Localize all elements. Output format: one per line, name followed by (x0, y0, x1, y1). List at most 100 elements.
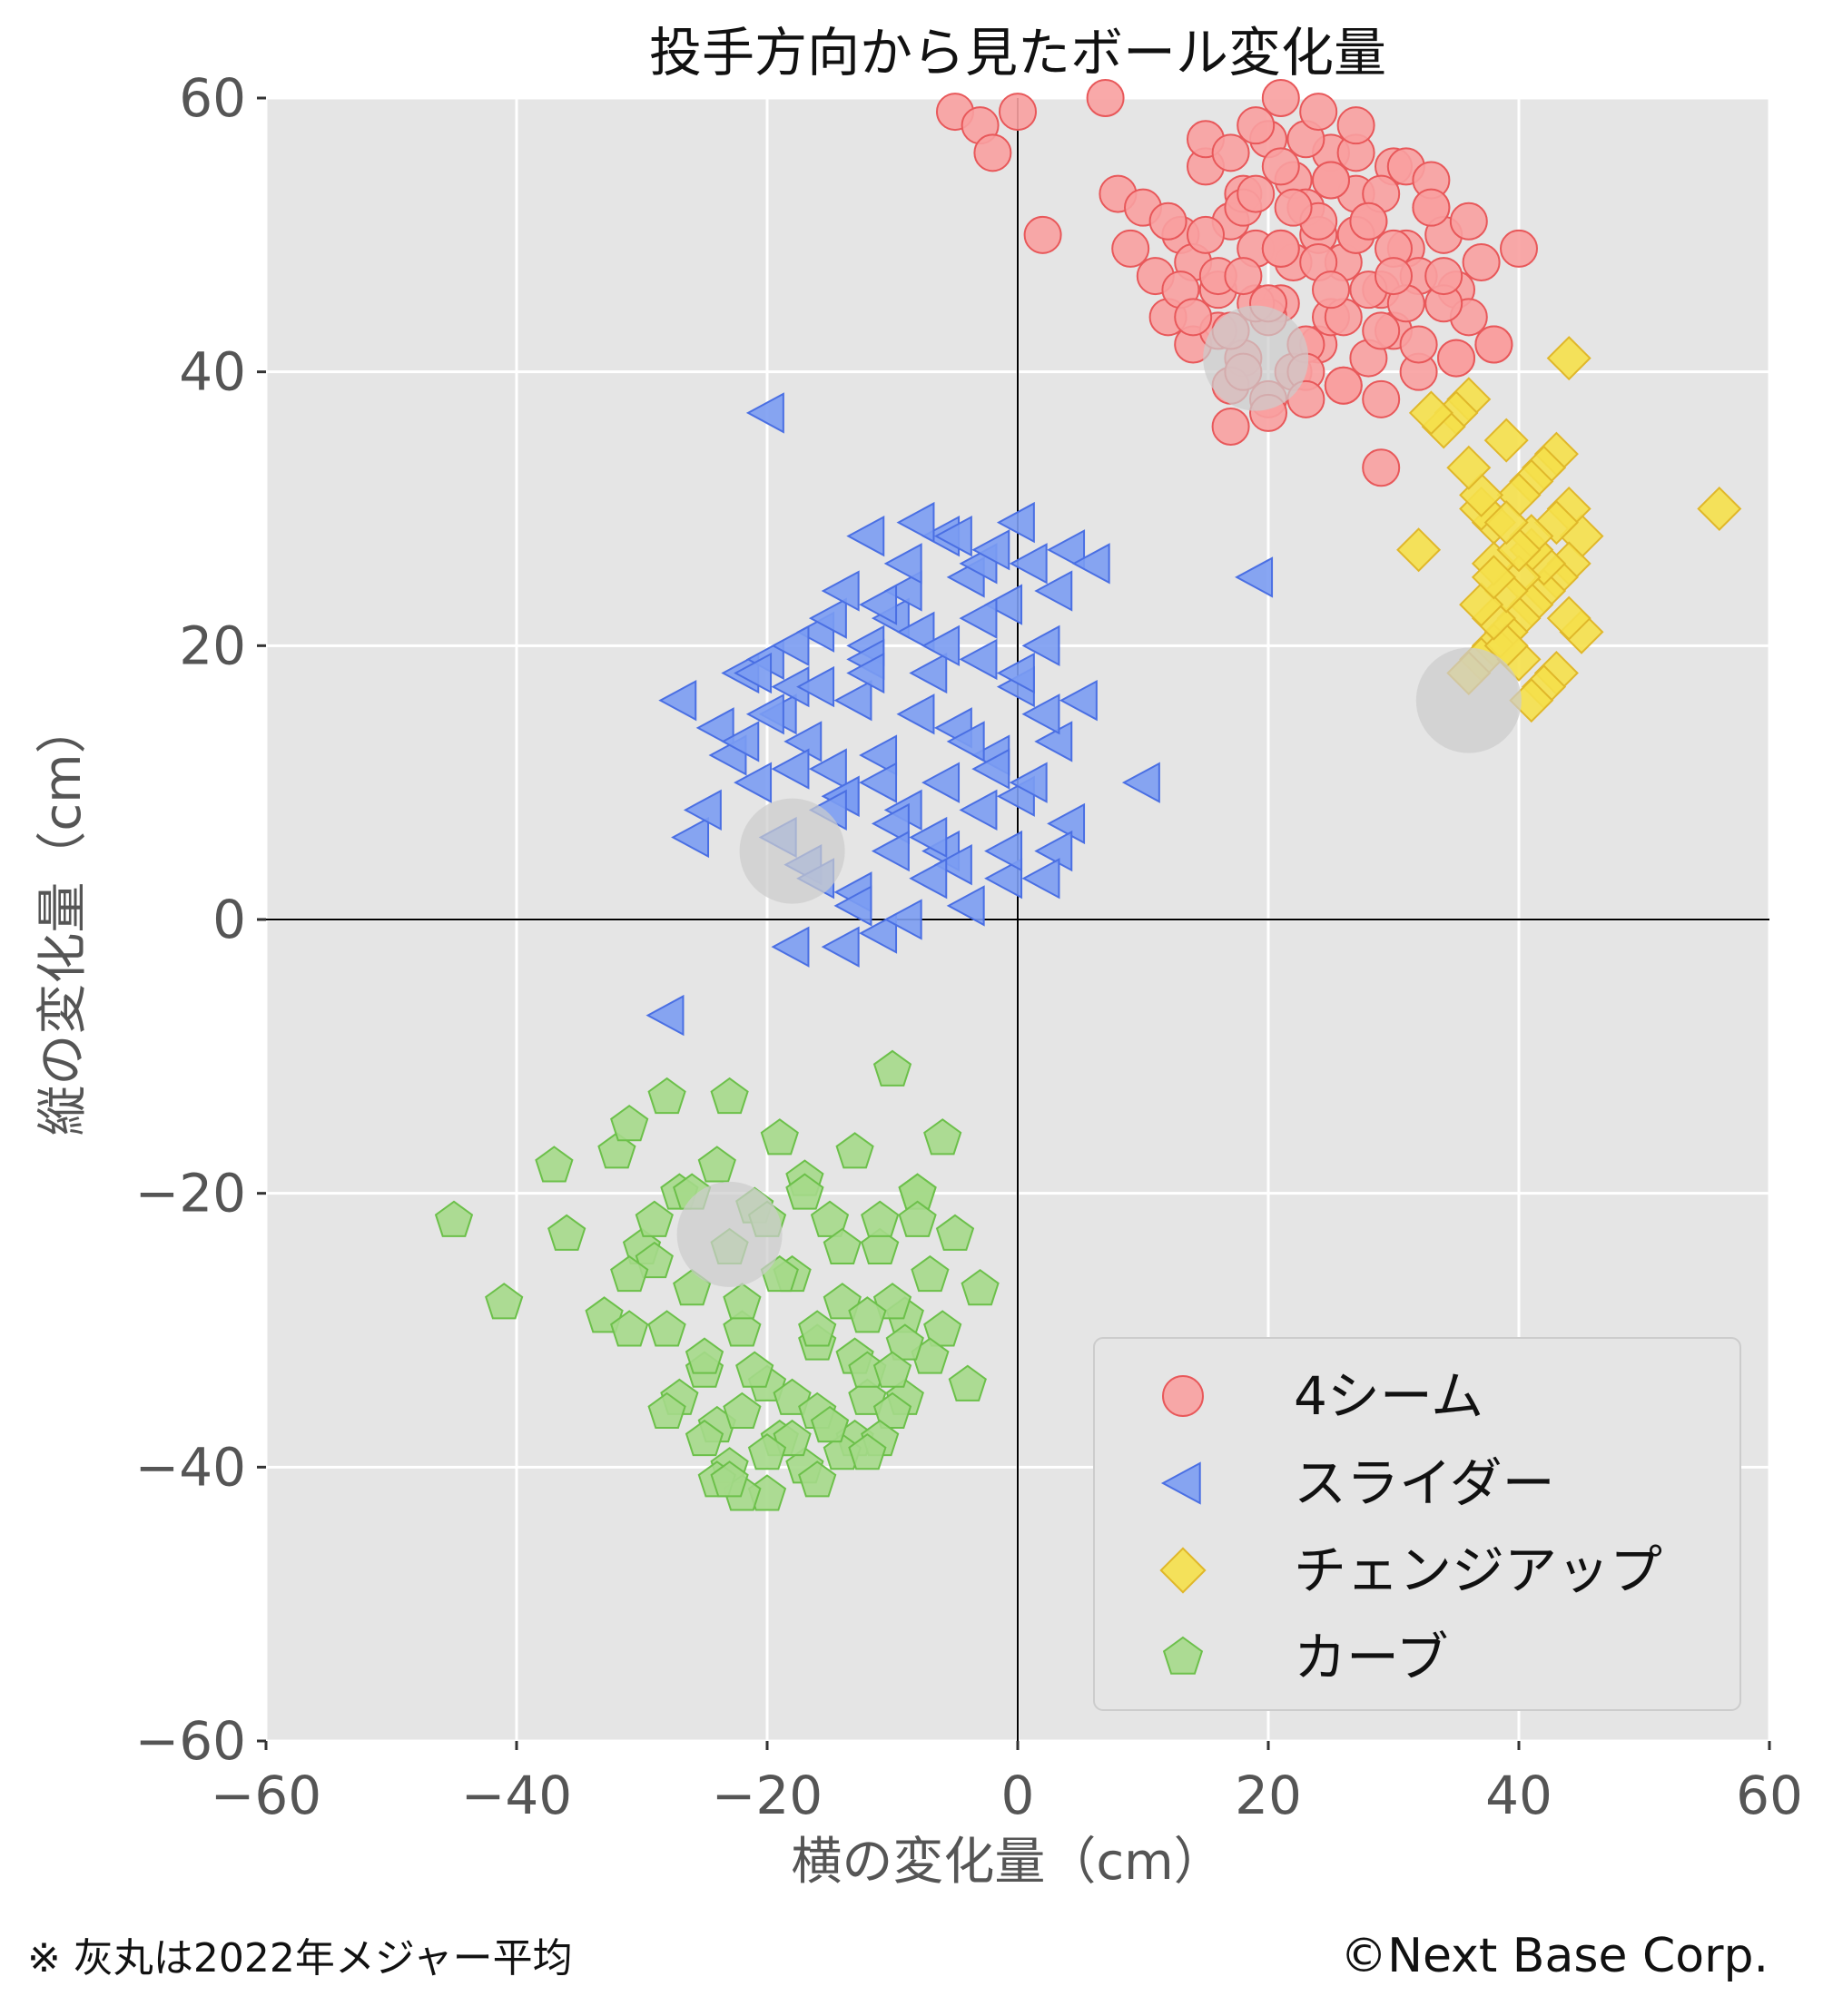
data-point (885, 1323, 924, 1361)
zero-axis-lines (266, 98, 1769, 1741)
y-axis-label: 縦の変化量（cm） (34, 703, 93, 1136)
data-point (1500, 229, 1538, 268)
data-point (896, 611, 935, 653)
average-marker (1203, 305, 1309, 411)
data-point (971, 529, 1010, 571)
data-point (1111, 229, 1150, 268)
data-point (1009, 762, 1048, 803)
data-point (1408, 390, 1453, 436)
data-point (1446, 445, 1492, 490)
data-point (745, 392, 784, 434)
data-point (1349, 202, 1388, 241)
data-point (859, 734, 898, 776)
average-marker (676, 1181, 783, 1287)
data-point (1021, 624, 1060, 667)
data-point (1071, 543, 1110, 585)
data-point (683, 789, 722, 831)
data-point (984, 858, 1023, 900)
data-point (610, 1105, 649, 1142)
data-point (771, 926, 810, 968)
y-tick-label: 0 (212, 889, 246, 950)
data-point (961, 1269, 1000, 1306)
data-point (821, 570, 860, 612)
data-point (760, 1118, 799, 1156)
data-point (1187, 215, 1225, 254)
data-point (810, 1200, 850, 1237)
data-point (883, 570, 922, 612)
data-point (872, 1049, 912, 1087)
data-point (610, 1310, 649, 1347)
data-point (635, 1200, 674, 1237)
x-tick-label: 60 (1736, 1765, 1803, 1826)
average-markers (676, 305, 1522, 1287)
data-point (946, 885, 985, 927)
x-tick-label: 0 (1001, 1765, 1035, 1826)
y-tick-label: −60 (135, 1710, 246, 1772)
x-tick-label: −20 (712, 1765, 823, 1826)
data-point (1047, 802, 1086, 845)
data-point (1034, 830, 1073, 872)
data-point (1471, 555, 1516, 600)
legend-marker (1162, 1636, 1204, 1675)
data-point (861, 1227, 900, 1264)
data-point (798, 1460, 837, 1498)
data-point (1086, 79, 1125, 117)
data-point (434, 1200, 474, 1237)
legend-label: カーブ (1294, 1627, 1449, 1688)
legend-marker (1160, 1461, 1201, 1505)
data-point (984, 584, 1023, 625)
series-pentagon (434, 1049, 1000, 1511)
y-tick-label: −40 (135, 1436, 246, 1498)
data-point (735, 1351, 774, 1388)
data-point (933, 843, 972, 886)
data-point (921, 762, 961, 803)
data-point (1047, 529, 1086, 571)
data-point (872, 1351, 912, 1388)
data-point (808, 597, 847, 639)
data-point (1483, 418, 1529, 463)
data-point (798, 1310, 837, 1347)
data-point (1546, 595, 1591, 641)
data-point (671, 816, 710, 859)
data-point (959, 789, 998, 831)
data-point (833, 885, 872, 927)
data-point (808, 748, 847, 790)
data-point (959, 638, 998, 681)
data-point (1412, 188, 1451, 227)
data-point (1224, 257, 1263, 296)
data-point (896, 693, 935, 735)
data-point (721, 721, 760, 762)
average-marker (1415, 647, 1522, 753)
data-point (771, 748, 810, 790)
data-point (823, 1227, 862, 1264)
data-point (783, 721, 823, 762)
data-point (1235, 556, 1274, 598)
data-point (658, 679, 697, 722)
data-point (996, 501, 1035, 544)
data-point (1362, 379, 1401, 418)
data-point (848, 1296, 887, 1333)
data-point (909, 652, 948, 694)
data-point (647, 1077, 686, 1115)
data-point (1375, 257, 1413, 296)
data-point (896, 501, 935, 544)
data-point (1261, 79, 1300, 117)
data-point (883, 899, 922, 940)
data-point (1546, 336, 1591, 381)
data-point (1009, 543, 1048, 585)
data-point (647, 1310, 686, 1347)
y-tick-label: 20 (179, 615, 246, 676)
series-triangle-left (645, 392, 1274, 1037)
data-point (1211, 408, 1250, 446)
data-point (597, 1132, 636, 1169)
data-point (935, 1214, 975, 1251)
data-point (1237, 106, 1276, 145)
legend-box (1093, 1337, 1741, 1711)
data-point (1312, 270, 1350, 310)
y-tick-label: −20 (135, 1163, 246, 1224)
y-tick-label: 40 (179, 341, 246, 403)
data-point (1211, 133, 1250, 172)
data-point (723, 1310, 762, 1347)
